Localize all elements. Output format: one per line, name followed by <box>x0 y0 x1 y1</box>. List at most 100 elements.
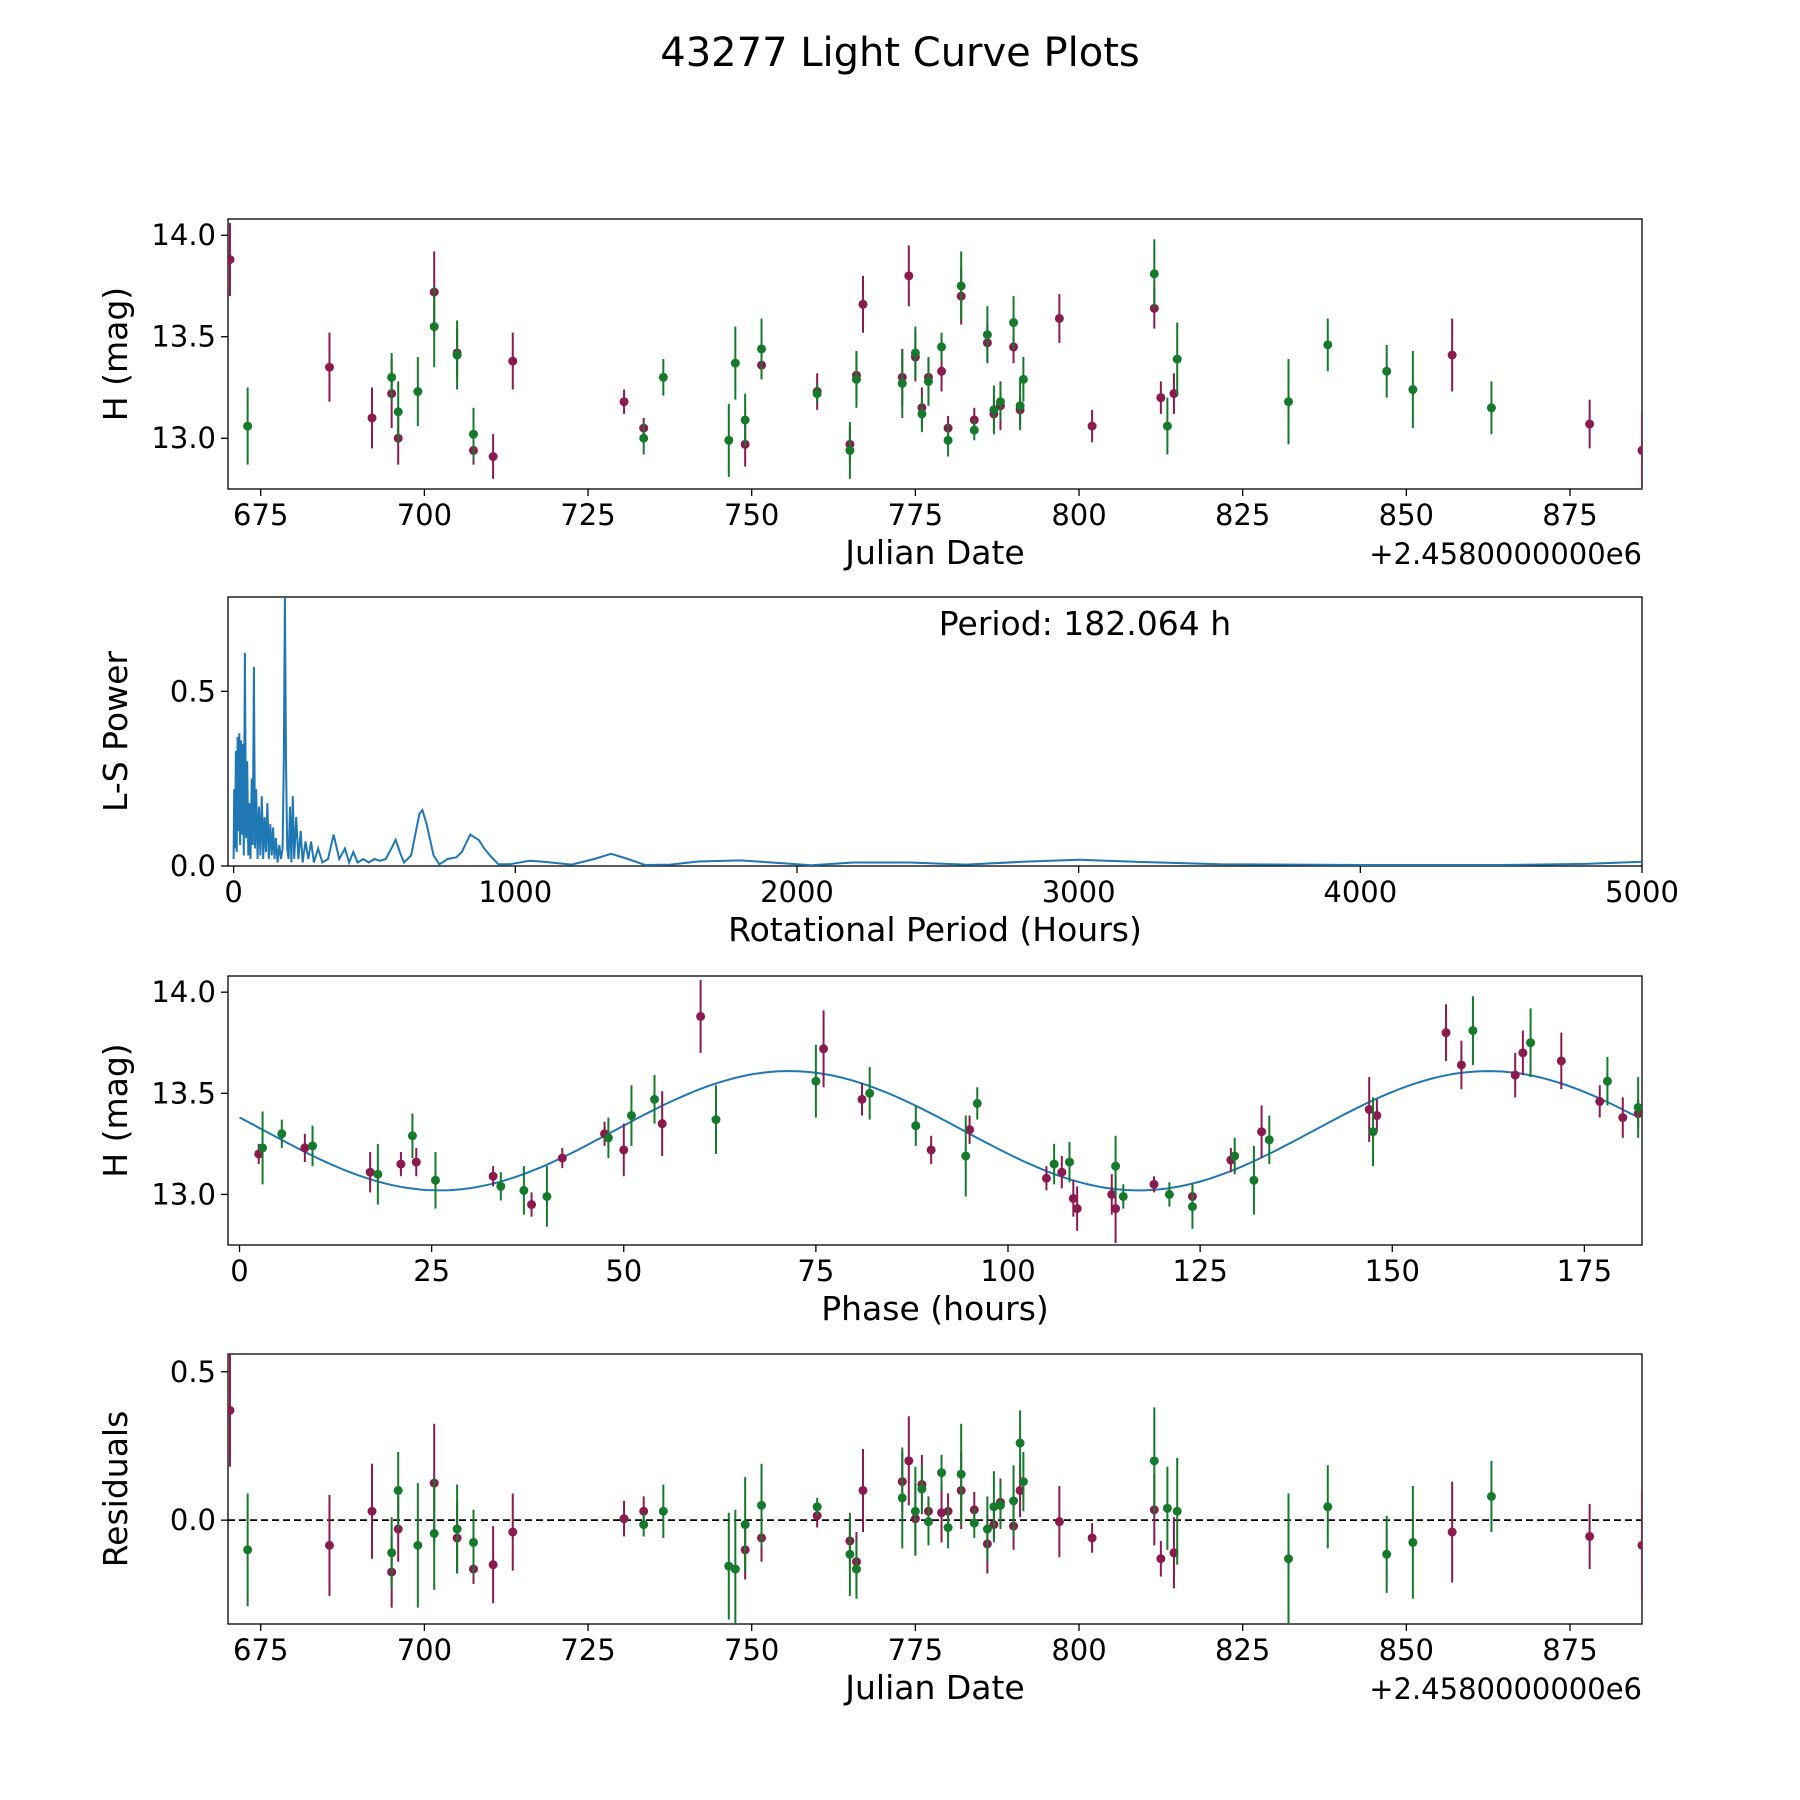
x-tick-label: 175 <box>1557 1254 1612 1288</box>
x-tick-label: 150 <box>1365 1254 1420 1288</box>
x-tick-label: 2000 <box>760 875 834 909</box>
x-tick-label: 725 <box>560 498 615 532</box>
green-data-point <box>812 389 822 399</box>
magenta-data-point <box>1556 1056 1566 1066</box>
green-data-point <box>1172 354 1182 364</box>
green-data-point <box>243 421 253 431</box>
green-data-point <box>911 1121 921 1131</box>
green-data-point <box>1468 1026 1478 1036</box>
magenta-data-point <box>367 413 377 423</box>
magenta-data-point <box>657 1119 667 1129</box>
green-data-point <box>923 1517 933 1527</box>
y-tick-label: 13.5 <box>151 1076 216 1110</box>
magenta-data-point <box>1054 313 1064 323</box>
y-tick-label: 14.0 <box>151 975 216 1009</box>
x-tick-label: 1000 <box>478 875 552 909</box>
green-data-point <box>865 1088 875 1098</box>
lightcurve-offset-label: +2.4580000000e6 <box>1369 537 1642 571</box>
x-tick-label: 825 <box>1215 498 1270 532</box>
green-data-point <box>1149 1456 1159 1466</box>
green-data-point <box>711 1115 721 1125</box>
magenta-data-point <box>1054 1517 1064 1527</box>
magenta-data-point <box>1041 1173 1051 1183</box>
green-data-point <box>740 1520 750 1530</box>
green-data-point <box>603 1133 613 1143</box>
magenta-data-point <box>1068 1193 1078 1203</box>
green-data-point <box>468 1537 478 1547</box>
magenta-data-point <box>228 255 235 265</box>
residuals-offset-label: +2.4580000000e6 <box>1369 1672 1642 1706</box>
green-data-point <box>1162 1503 1172 1513</box>
green-data-point <box>430 1175 440 1185</box>
green-data-point <box>730 358 740 368</box>
periodogram-y-axis-label: L-S Power <box>96 651 135 812</box>
magenta-data-point <box>857 1094 867 1104</box>
green-data-point <box>1323 340 1333 350</box>
green-data-point <box>1408 1537 1418 1547</box>
green-data-point <box>429 322 439 332</box>
green-data-point <box>1018 1477 1028 1487</box>
green-data-point <box>452 350 462 360</box>
y-tick-label: 13.0 <box>151 421 216 455</box>
magenta-data-point <box>696 1011 706 1021</box>
magenta-data-point <box>411 1157 421 1167</box>
green-data-point <box>943 435 953 445</box>
figure-title: 43277 Light Curve Plots <box>660 30 1139 76</box>
green-data-point <box>917 409 927 419</box>
green-data-point <box>989 405 999 415</box>
green-data-point <box>1018 374 1028 384</box>
periodogram-axes-frame <box>227 596 1643 867</box>
magenta-data-point <box>819 1044 829 1054</box>
magenta-data-point <box>1447 350 1457 360</box>
magenta-data-point <box>1169 389 1179 399</box>
x-tick-label: 750 <box>724 498 779 532</box>
magenta-data-point <box>557 1153 567 1163</box>
green-data-point <box>1015 401 1025 411</box>
y-tick-label: 0.0 <box>170 1503 216 1537</box>
magenta-data-point <box>1087 1533 1097 1543</box>
green-data-point <box>812 1502 822 1512</box>
magenta-data-point <box>527 1200 537 1210</box>
green-data-point <box>969 425 979 435</box>
magenta-data-point <box>858 299 868 309</box>
periodogram-data <box>232 597 1642 866</box>
magenta-data-point <box>619 1145 629 1155</box>
green-data-point <box>429 1529 439 1539</box>
green-data-point <box>917 1484 927 1494</box>
magenta-data-point <box>1447 1527 1457 1537</box>
green-data-point <box>658 1506 668 1516</box>
green-data-point <box>258 1143 268 1153</box>
phased-data <box>239 980 1642 1243</box>
magenta-data-point <box>1618 1113 1628 1123</box>
x-tick-label: 850 <box>1379 1633 1434 1667</box>
green-data-point <box>1164 1189 1174 1199</box>
green-data-point <box>393 1485 403 1495</box>
magenta-data-point <box>300 1143 310 1153</box>
magenta-data-point <box>1585 419 1595 429</box>
green-data-point <box>277 1129 287 1139</box>
model-fit-curve <box>239 1070 1635 1192</box>
green-data-point <box>1111 1161 1121 1171</box>
green-data-point <box>910 348 920 358</box>
magenta-data-point <box>365 1167 375 1177</box>
green-data-point <box>972 1098 982 1108</box>
residuals-x-axis-label: Julian Date <box>843 1668 1025 1707</box>
green-data-point <box>639 433 649 443</box>
magenta-data-point <box>1456 1060 1466 1070</box>
x-tick-label: 125 <box>1172 1254 1227 1288</box>
green-data-point <box>1408 385 1418 395</box>
x-tick-label: 3000 <box>1042 875 1116 909</box>
green-data-point <box>845 445 855 455</box>
lightcurve-y-axis-label: H (mag) <box>96 287 135 421</box>
panels: 675 700 725 750 775 800 825 850 87513.013.514.0J… <box>96 218 1679 1707</box>
green-data-point <box>851 1564 861 1574</box>
green-data-point <box>496 1181 506 1191</box>
magenta-data-point <box>1518 1048 1528 1058</box>
green-data-point <box>1368 1127 1378 1137</box>
y-tick-label: 13.5 <box>151 320 216 354</box>
magenta-data-point <box>1149 1179 1159 1189</box>
green-data-point <box>969 1518 979 1528</box>
periodogram-line <box>232 597 1642 866</box>
magenta-data-point <box>1372 1111 1382 1121</box>
x-tick-label: 50 <box>605 1254 642 1288</box>
